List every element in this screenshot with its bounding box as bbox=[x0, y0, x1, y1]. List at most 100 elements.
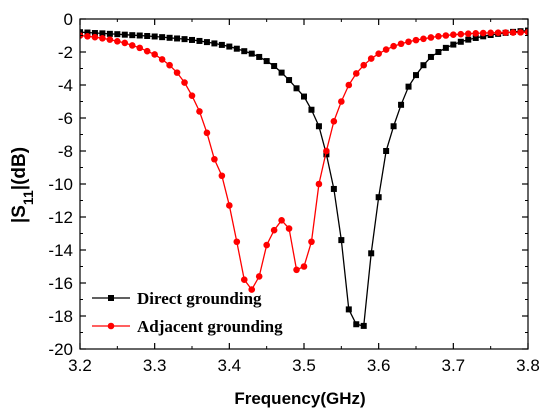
data-point bbox=[114, 31, 121, 38]
data-point bbox=[397, 40, 405, 48]
x-axis-title: Frequency(GHz) bbox=[234, 389, 365, 408]
data-point bbox=[509, 29, 517, 36]
data-point bbox=[398, 101, 405, 108]
data-point bbox=[308, 106, 315, 113]
y-tick-label: -12 bbox=[48, 208, 73, 227]
data-point bbox=[151, 51, 158, 58]
data-point bbox=[382, 46, 390, 53]
data-point bbox=[158, 56, 166, 63]
legend: Direct grounding Adjacent grounding bbox=[92, 289, 283, 336]
y-tick-label: -20 bbox=[48, 340, 73, 359]
data-point bbox=[315, 180, 323, 188]
data-point bbox=[427, 53, 434, 60]
data-point bbox=[330, 118, 338, 125]
y-tick-label: -2 bbox=[58, 43, 73, 62]
series-line-direct-grounding bbox=[80, 29, 528, 327]
x-tick-label: 3.5 bbox=[292, 356, 316, 375]
data-point bbox=[91, 33, 99, 41]
data-point bbox=[270, 226, 278, 234]
data-point bbox=[420, 35, 427, 43]
data-point bbox=[240, 276, 248, 284]
data-point bbox=[271, 63, 278, 70]
data-point bbox=[196, 37, 203, 44]
y-axis-title-subscript: 11 bbox=[20, 190, 36, 205]
data-point bbox=[405, 38, 412, 46]
data-point bbox=[472, 34, 479, 41]
data-point bbox=[203, 39, 210, 46]
data-point bbox=[345, 81, 353, 89]
data-point bbox=[517, 29, 524, 36]
data-point bbox=[196, 108, 203, 115]
data-point bbox=[457, 38, 464, 45]
data-point bbox=[479, 29, 487, 37]
data-point bbox=[472, 30, 480, 37]
series-line-adjacent-grounding bbox=[80, 31, 528, 291]
data-point bbox=[114, 37, 121, 45]
data-point bbox=[301, 93, 307, 100]
data-point bbox=[166, 61, 173, 69]
data-point bbox=[383, 148, 390, 154]
data-point bbox=[166, 34, 173, 41]
data-point bbox=[121, 39, 129, 47]
x-tick-label: 3.2 bbox=[68, 356, 92, 375]
data-point bbox=[315, 123, 322, 130]
data-point bbox=[285, 225, 293, 232]
y-axis-title-main: |S bbox=[9, 205, 30, 223]
x-tick-label: 3.7 bbox=[442, 356, 466, 375]
y-tick-label: -14 bbox=[48, 241, 73, 260]
data-point bbox=[248, 286, 256, 293]
data-point bbox=[524, 28, 528, 36]
data-point bbox=[286, 77, 293, 84]
data-point bbox=[360, 322, 367, 329]
data-point bbox=[203, 129, 211, 137]
legend-label: Adjacent grounding bbox=[137, 317, 283, 336]
data-point bbox=[106, 36, 114, 43]
data-point bbox=[248, 50, 255, 57]
data-point bbox=[338, 237, 345, 244]
data-point bbox=[464, 30, 472, 37]
data-point bbox=[330, 185, 337, 192]
data-point bbox=[442, 44, 449, 51]
data-point bbox=[360, 61, 368, 69]
data-point bbox=[173, 69, 181, 76]
data-point bbox=[427, 34, 435, 41]
data-point bbox=[435, 33, 442, 40]
data-point bbox=[442, 32, 450, 39]
data-point bbox=[457, 30, 465, 38]
data-point bbox=[226, 43, 233, 50]
x-tick-label: 3.4 bbox=[218, 356, 242, 375]
data-point bbox=[390, 123, 397, 130]
y-tick-label: -16 bbox=[48, 274, 73, 293]
data-point bbox=[323, 147, 330, 155]
legend-item-direct-grounding: Direct grounding bbox=[92, 289, 262, 308]
data-point bbox=[450, 31, 457, 38]
data-point bbox=[188, 92, 196, 100]
data-point bbox=[121, 31, 128, 38]
data-point bbox=[211, 40, 218, 47]
series-adjacent-grounding bbox=[80, 28, 528, 293]
data-point bbox=[345, 306, 352, 313]
data-point bbox=[367, 55, 375, 62]
data-point bbox=[143, 47, 151, 55]
data-point bbox=[293, 85, 300, 92]
data-point bbox=[80, 29, 83, 36]
data-point bbox=[226, 202, 233, 209]
data-point bbox=[263, 241, 270, 249]
x-tick-label: 3.8 bbox=[516, 356, 540, 375]
legend-marker bbox=[107, 322, 115, 330]
data-point bbox=[375, 50, 382, 57]
data-point bbox=[84, 33, 91, 40]
data-point bbox=[405, 83, 412, 90]
data-point bbox=[435, 49, 442, 55]
y-tick-label: -8 bbox=[58, 142, 73, 161]
data-point bbox=[368, 250, 375, 257]
data-point bbox=[159, 34, 166, 41]
data-point bbox=[189, 36, 195, 43]
data-point bbox=[502, 29, 509, 36]
data-point bbox=[412, 36, 420, 44]
data-point bbox=[413, 72, 419, 79]
data-point bbox=[233, 45, 240, 52]
y-tick-label: -4 bbox=[58, 76, 73, 95]
data-point bbox=[323, 151, 330, 158]
